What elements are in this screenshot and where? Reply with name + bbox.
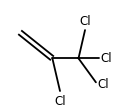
Text: Cl: Cl (100, 52, 112, 65)
Text: Cl: Cl (79, 15, 91, 28)
Text: Cl: Cl (97, 78, 109, 91)
Text: Cl: Cl (54, 95, 66, 108)
